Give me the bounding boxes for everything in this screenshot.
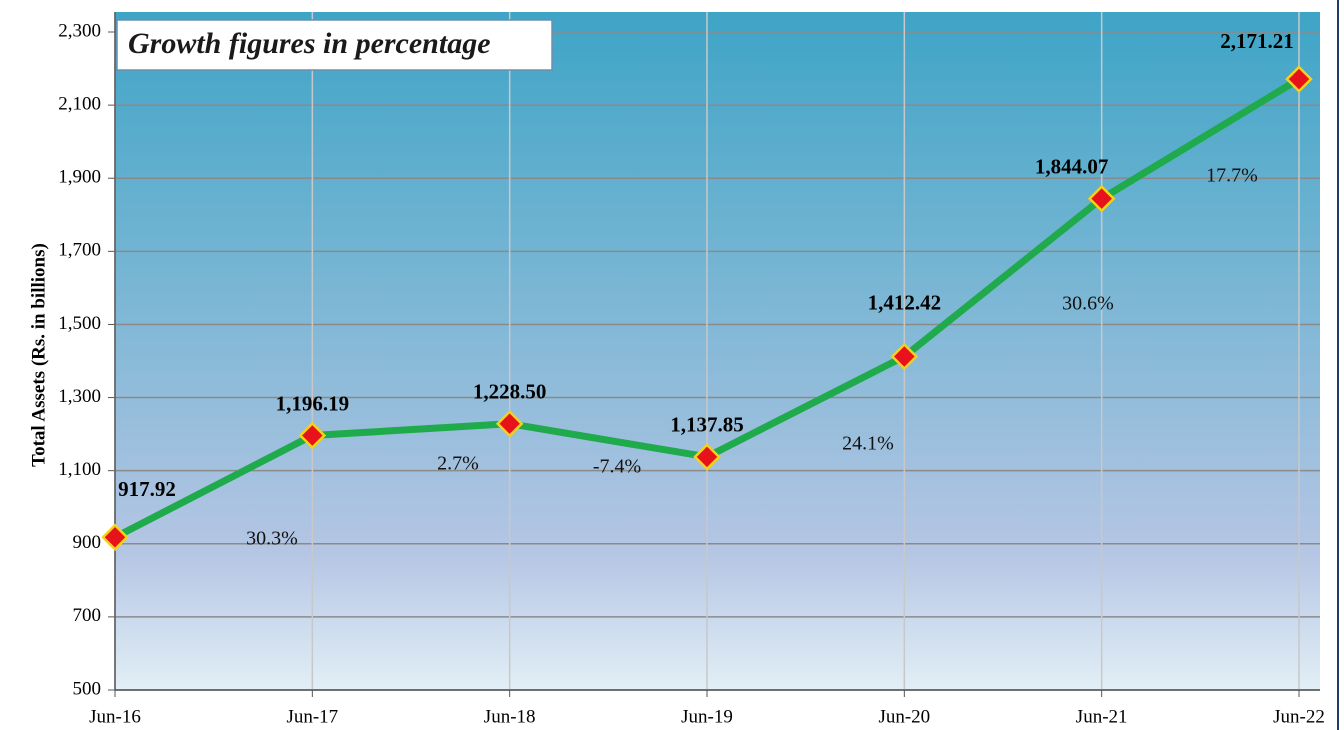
data-label: 2,171.21 [1220,29,1294,53]
x-tick-label: Jun-20 [878,706,930,727]
x-tick-label: Jun-22 [1273,706,1325,727]
y-tick-label: 1,500 [58,313,101,334]
y-tick-label: 2,300 [58,20,101,41]
chart-title: Growth figures in percentage [128,27,491,60]
marker [693,443,721,471]
data-label: 1,412.42 [868,290,942,314]
data-label: 1,844.07 [1035,154,1109,178]
title-box [116,19,553,71]
marker [101,523,129,551]
plot-background [115,12,1320,690]
y-tick-label: 900 [73,532,102,553]
marker [495,409,524,438]
x-tick-label: Jun-18 [484,706,536,727]
y-tick-label: 1,900 [58,167,101,188]
y-tick-label: 2,100 [58,93,101,114]
marker [298,421,327,450]
y-tick-label: 700 [73,605,102,626]
marker [1285,65,1313,93]
data-label: 1,137.85 [670,413,744,437]
marker [1087,184,1116,213]
growth-label: 17.7% [1206,165,1258,187]
growth-label: 30.6% [1062,293,1114,315]
data-label: 1,228.50 [473,380,547,404]
growth-label: 24.1% [842,433,894,455]
growth-label: -7.4% [593,456,641,478]
y-tick-label: 1,100 [58,459,101,480]
x-tick-label: Jun-21 [1076,706,1128,727]
y-tick-label: 500 [73,678,102,699]
marker [890,342,919,371]
x-tick-label: Jun-19 [681,706,733,727]
growth-label: 30.3% [246,528,298,550]
y-tick-label: 1,300 [58,386,101,407]
y-tick-label: 1,700 [58,240,101,261]
x-tick-label: Jun-17 [286,706,338,727]
data-label: 917.92 [118,477,176,501]
x-tick-label: Jun-16 [89,706,141,727]
data-label: 1,196.19 [276,391,350,415]
y-axis-label: Total Assets (Rs. in billions) [28,243,49,467]
growth-label: 2.7% [437,453,479,475]
